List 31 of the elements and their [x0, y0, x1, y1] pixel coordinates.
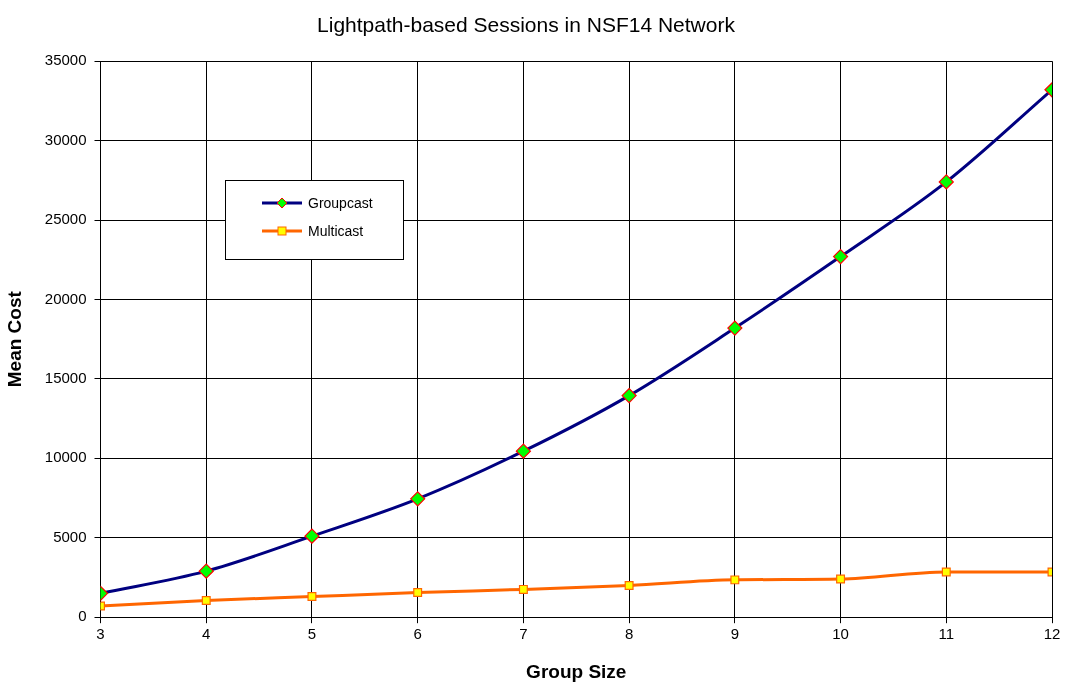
y-axis-title: Mean Cost	[3, 290, 25, 388]
x-tick-label: 10	[832, 625, 849, 643]
y-tick-label: 5000	[53, 527, 87, 545]
point	[730, 575, 740, 585]
point	[624, 580, 634, 590]
x-tick-label: 3	[96, 625, 105, 643]
x-axis-title: Group Size	[526, 660, 627, 682]
x-tick-label: 8	[624, 625, 634, 643]
y-tick-label: 30000	[44, 130, 87, 148]
y-tick-label: 15000	[44, 369, 87, 387]
y-tick-label: 10000	[44, 448, 87, 466]
legend-label: Multicast	[308, 223, 364, 239]
legend-label: Groupcast	[308, 195, 373, 211]
x-tick-label: 11	[938, 625, 955, 643]
y-tick-label: 25000	[44, 210, 87, 228]
x-tick-label: 7	[519, 625, 528, 643]
point	[307, 592, 317, 602]
chart-title: Lightpath-based Sessions in NSF14 Network	[317, 13, 736, 37]
y-tick-label: 0	[78, 607, 87, 625]
point	[836, 574, 846, 584]
y-tick-label: 20000	[44, 289, 87, 307]
x-tick-label: 12	[1043, 625, 1061, 643]
x-tick-label: 5	[307, 625, 317, 643]
point	[518, 584, 528, 594]
x-tick-label: 6	[413, 625, 422, 643]
point	[941, 567, 951, 577]
x-tick-label: 9	[730, 625, 740, 643]
x-tick-label: 4	[202, 625, 211, 643]
point	[201, 596, 211, 606]
point	[413, 588, 423, 598]
y-tick-label: 35000	[44, 51, 87, 69]
